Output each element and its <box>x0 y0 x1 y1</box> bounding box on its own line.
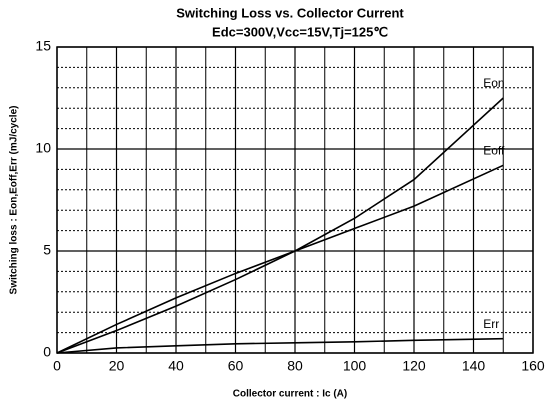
series-label: Err <box>483 317 499 331</box>
plot-frame <box>56 46 534 354</box>
x-tick-label: 20 <box>109 358 125 374</box>
x-tick-label: 0 <box>53 358 61 374</box>
chart-subtitle: Edc=300V,Vcc=15V,Tj=125℃ <box>212 24 388 39</box>
series-line <box>56 97 504 354</box>
x-axis-label: Collector current : Ic (A) <box>233 389 347 400</box>
x-tick-label: 40 <box>168 358 184 374</box>
chart-title: Switching Loss vs. Collector Current <box>176 5 404 20</box>
y-tick-label: 5 <box>43 242 51 258</box>
x-tick-label: 60 <box>228 358 244 374</box>
x-tick-label: 160 <box>521 358 545 374</box>
x-tick-label: 120 <box>402 358 426 374</box>
series-line <box>56 337 504 354</box>
series-label: Eoff <box>483 143 505 157</box>
series-line <box>56 164 504 354</box>
y-tick-label: 10 <box>35 140 51 156</box>
y-tick-label: 15 <box>35 38 51 54</box>
y-axis-label: Switching loss : Eon,Eoff,Err (mJ/cycle) <box>9 106 20 295</box>
x-tick-label: 140 <box>462 358 486 374</box>
series-label: Eon <box>483 76 504 90</box>
y-tick-label: 0 <box>43 344 51 360</box>
x-tick-label: 100 <box>343 358 367 374</box>
x-tick-label: 80 <box>287 358 303 374</box>
